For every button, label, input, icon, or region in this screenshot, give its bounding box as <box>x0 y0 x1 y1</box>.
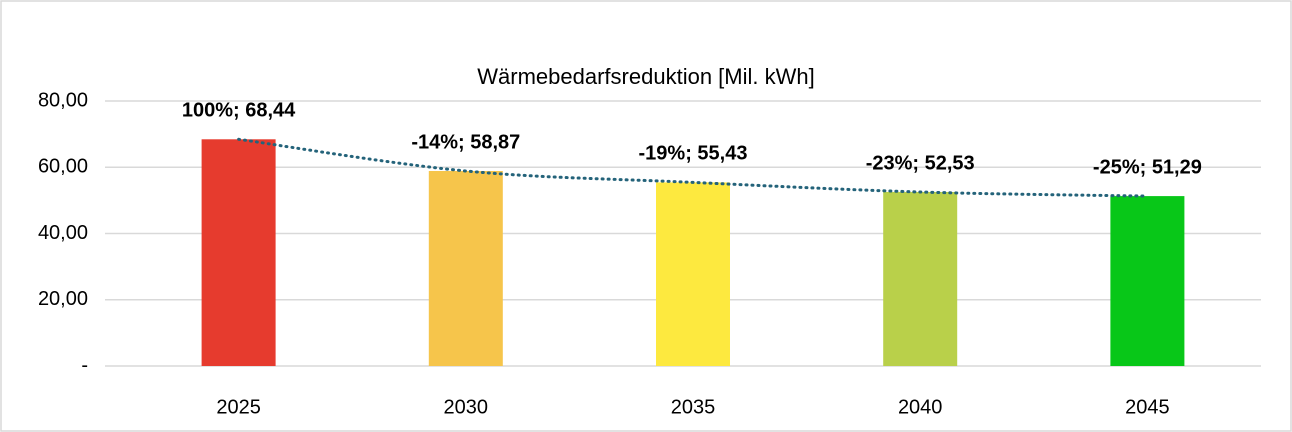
x-tick-label: 2025 <box>216 396 261 418</box>
data-label: 100%; 68,44 <box>182 100 296 122</box>
x-tick-label: 2030 <box>444 396 489 418</box>
x-tick-label: 2035 <box>671 396 716 418</box>
bar <box>428 170 503 366</box>
data-label: -25%; 51,29 <box>1093 156 1202 178</box>
chart-title: Wärmebedarfsreduktion [Mil. kWh] <box>477 64 814 89</box>
y-tick-label: 40,00 <box>38 222 88 244</box>
bar <box>656 182 730 366</box>
y-tick-label: - <box>81 354 88 376</box>
data-label: -14%; 58,87 <box>411 131 520 153</box>
bar <box>201 139 276 366</box>
bar <box>1110 196 1185 366</box>
x-tick-label: 2040 <box>898 396 943 418</box>
x-tick-label: 2045 <box>1125 396 1170 418</box>
trendline <box>237 137 1149 198</box>
y-tick-label: 20,00 <box>38 288 88 310</box>
data-label: -19%; 55,43 <box>639 143 748 165</box>
y-tick-label: 80,00 <box>38 89 88 111</box>
data-label: -23%; 52,53 <box>866 152 975 174</box>
bar <box>883 191 958 366</box>
y-tick-label: 60,00 <box>38 156 88 178</box>
